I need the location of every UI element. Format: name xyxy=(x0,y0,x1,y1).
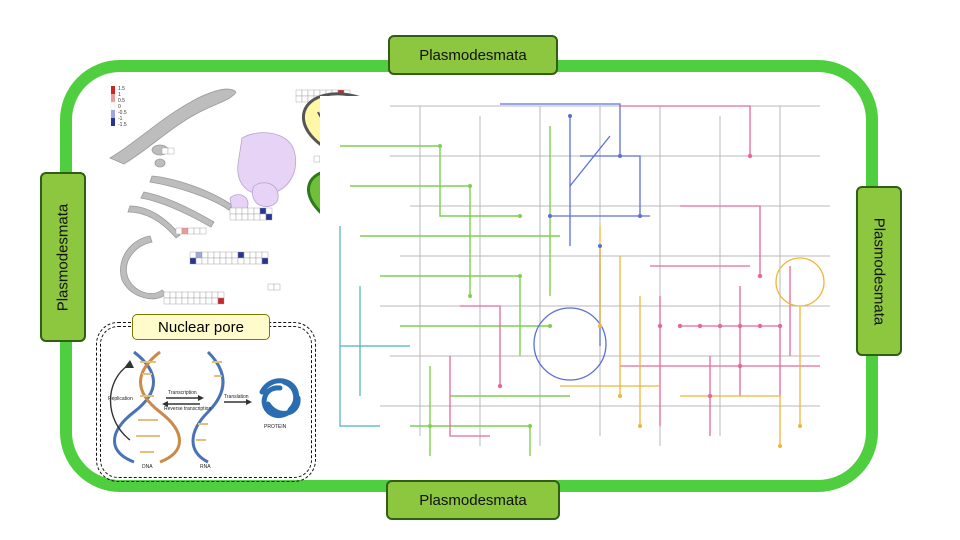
plasmodesmata-top-label: Plasmodesmata xyxy=(388,35,558,75)
legend-tick: 0.5 xyxy=(118,98,125,104)
vacuole-small xyxy=(252,182,279,207)
translation-label: Translation xyxy=(224,394,249,400)
plasmodesmata-bottom-text: Plasmodesmata xyxy=(419,491,527,509)
endoplasmic-reticulum xyxy=(109,88,237,300)
plasmodesmata-bottom-label: Plasmodesmata xyxy=(386,480,560,520)
rna-label: RNA xyxy=(200,464,211,470)
nuclear-pore-boundary-inner xyxy=(100,326,312,478)
protein-label: PROTEIN xyxy=(264,424,287,430)
heatmap-strip xyxy=(161,89,375,305)
dna-label: DNA xyxy=(142,464,153,470)
heat-legend xyxy=(110,86,116,126)
nuclear-pore-label: Nuclear pore xyxy=(132,314,270,340)
legend-tick: 0 xyxy=(118,104,121,110)
legend-tick: -1.5 xyxy=(118,122,127,128)
plasmodesmata-right-label: Plasmodesmata xyxy=(856,186,902,356)
plasmodesmata-left-text: Plasmodesmata xyxy=(54,203,72,311)
legend-tick: 1.5 xyxy=(118,86,125,92)
legend-tick: -1 xyxy=(118,116,123,122)
plasmodesmata-right-text: Plasmodesmata xyxy=(870,217,888,325)
legend-tick: -0.5 xyxy=(118,110,127,116)
metabolic-pathway-map xyxy=(320,96,840,468)
vacuole xyxy=(237,132,297,195)
reverse-transcription-label: Reverse transcription xyxy=(164,406,212,412)
plasmodesmata-top-text: Plasmodesmata xyxy=(419,46,527,64)
plasmodesmata-left-label: Plasmodesmata xyxy=(40,172,86,342)
replication-label: Replication xyxy=(108,396,133,402)
transcription-label: Transcription xyxy=(168,390,197,396)
legend-tick: 1 xyxy=(118,92,121,98)
